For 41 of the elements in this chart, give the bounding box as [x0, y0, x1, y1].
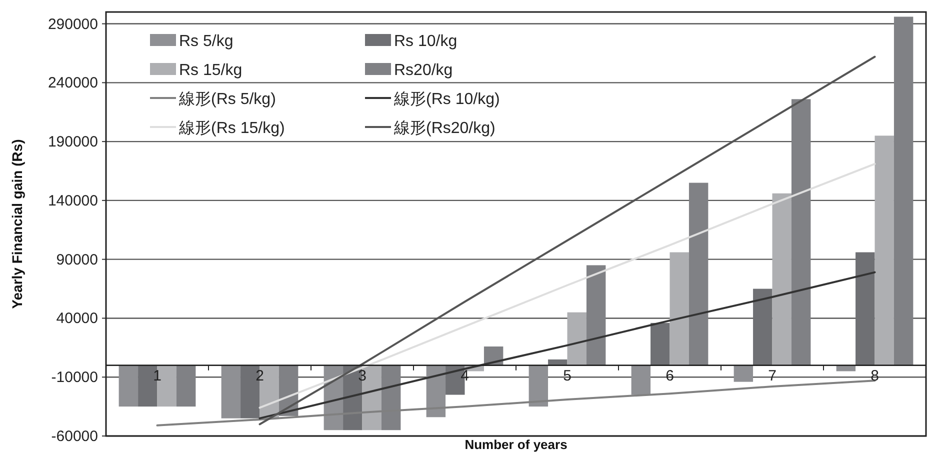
bar — [426, 365, 446, 418]
bar — [753, 288, 772, 366]
x-axis-title: Number of years — [464, 437, 568, 452]
y-tick-label: 40000 — [56, 310, 98, 328]
y-axis-title: Yearly Financial gain (Rs) — [9, 139, 25, 309]
bar — [631, 365, 651, 395]
legend-label: 線形(Rs 5/kg) — [178, 91, 276, 108]
bar — [734, 365, 754, 382]
y-tick-label: 190000 — [48, 134, 98, 151]
bar — [894, 16, 914, 366]
x-tick-label: 2 — [256, 367, 264, 384]
y-tick-label: 140000 — [48, 192, 98, 210]
bar — [688, 182, 708, 366]
bar — [381, 365, 401, 430]
legend-label: 線形(Rs 15/kg) — [178, 120, 285, 137]
bar — [856, 252, 875, 366]
x-tick-label: 3 — [358, 367, 366, 384]
bar — [118, 365, 138, 407]
legend-label: 線形(Rs 10/kg) — [393, 91, 500, 108]
bar — [772, 193, 792, 366]
bar — [874, 136, 894, 366]
legend-label: Rs 10/kg — [394, 33, 458, 50]
bar — [176, 365, 196, 407]
x-tick-label: 1 — [153, 367, 162, 384]
legend-label: Rs20/kg — [394, 62, 453, 79]
legend-label: Rs 15/kg — [179, 62, 242, 79]
bar — [650, 322, 670, 366]
y-tick-label: 290000 — [48, 16, 98, 33]
y-tick-label: -10000 — [51, 369, 98, 386]
bar — [528, 365, 548, 407]
bar — [567, 312, 586, 366]
y-tick-label: 240000 — [48, 74, 98, 92]
y-tick-label: 90000 — [56, 251, 98, 268]
legend-label: 線形(Rs20/kg) — [393, 120, 496, 137]
bar — [791, 99, 811, 366]
y-tick-label: -60000 — [51, 428, 98, 445]
bar — [670, 252, 689, 366]
x-tick-label: 4 — [460, 367, 469, 384]
legend-label: Rs 5/kg — [179, 33, 234, 50]
bar — [221, 365, 241, 418]
bar — [586, 265, 606, 366]
